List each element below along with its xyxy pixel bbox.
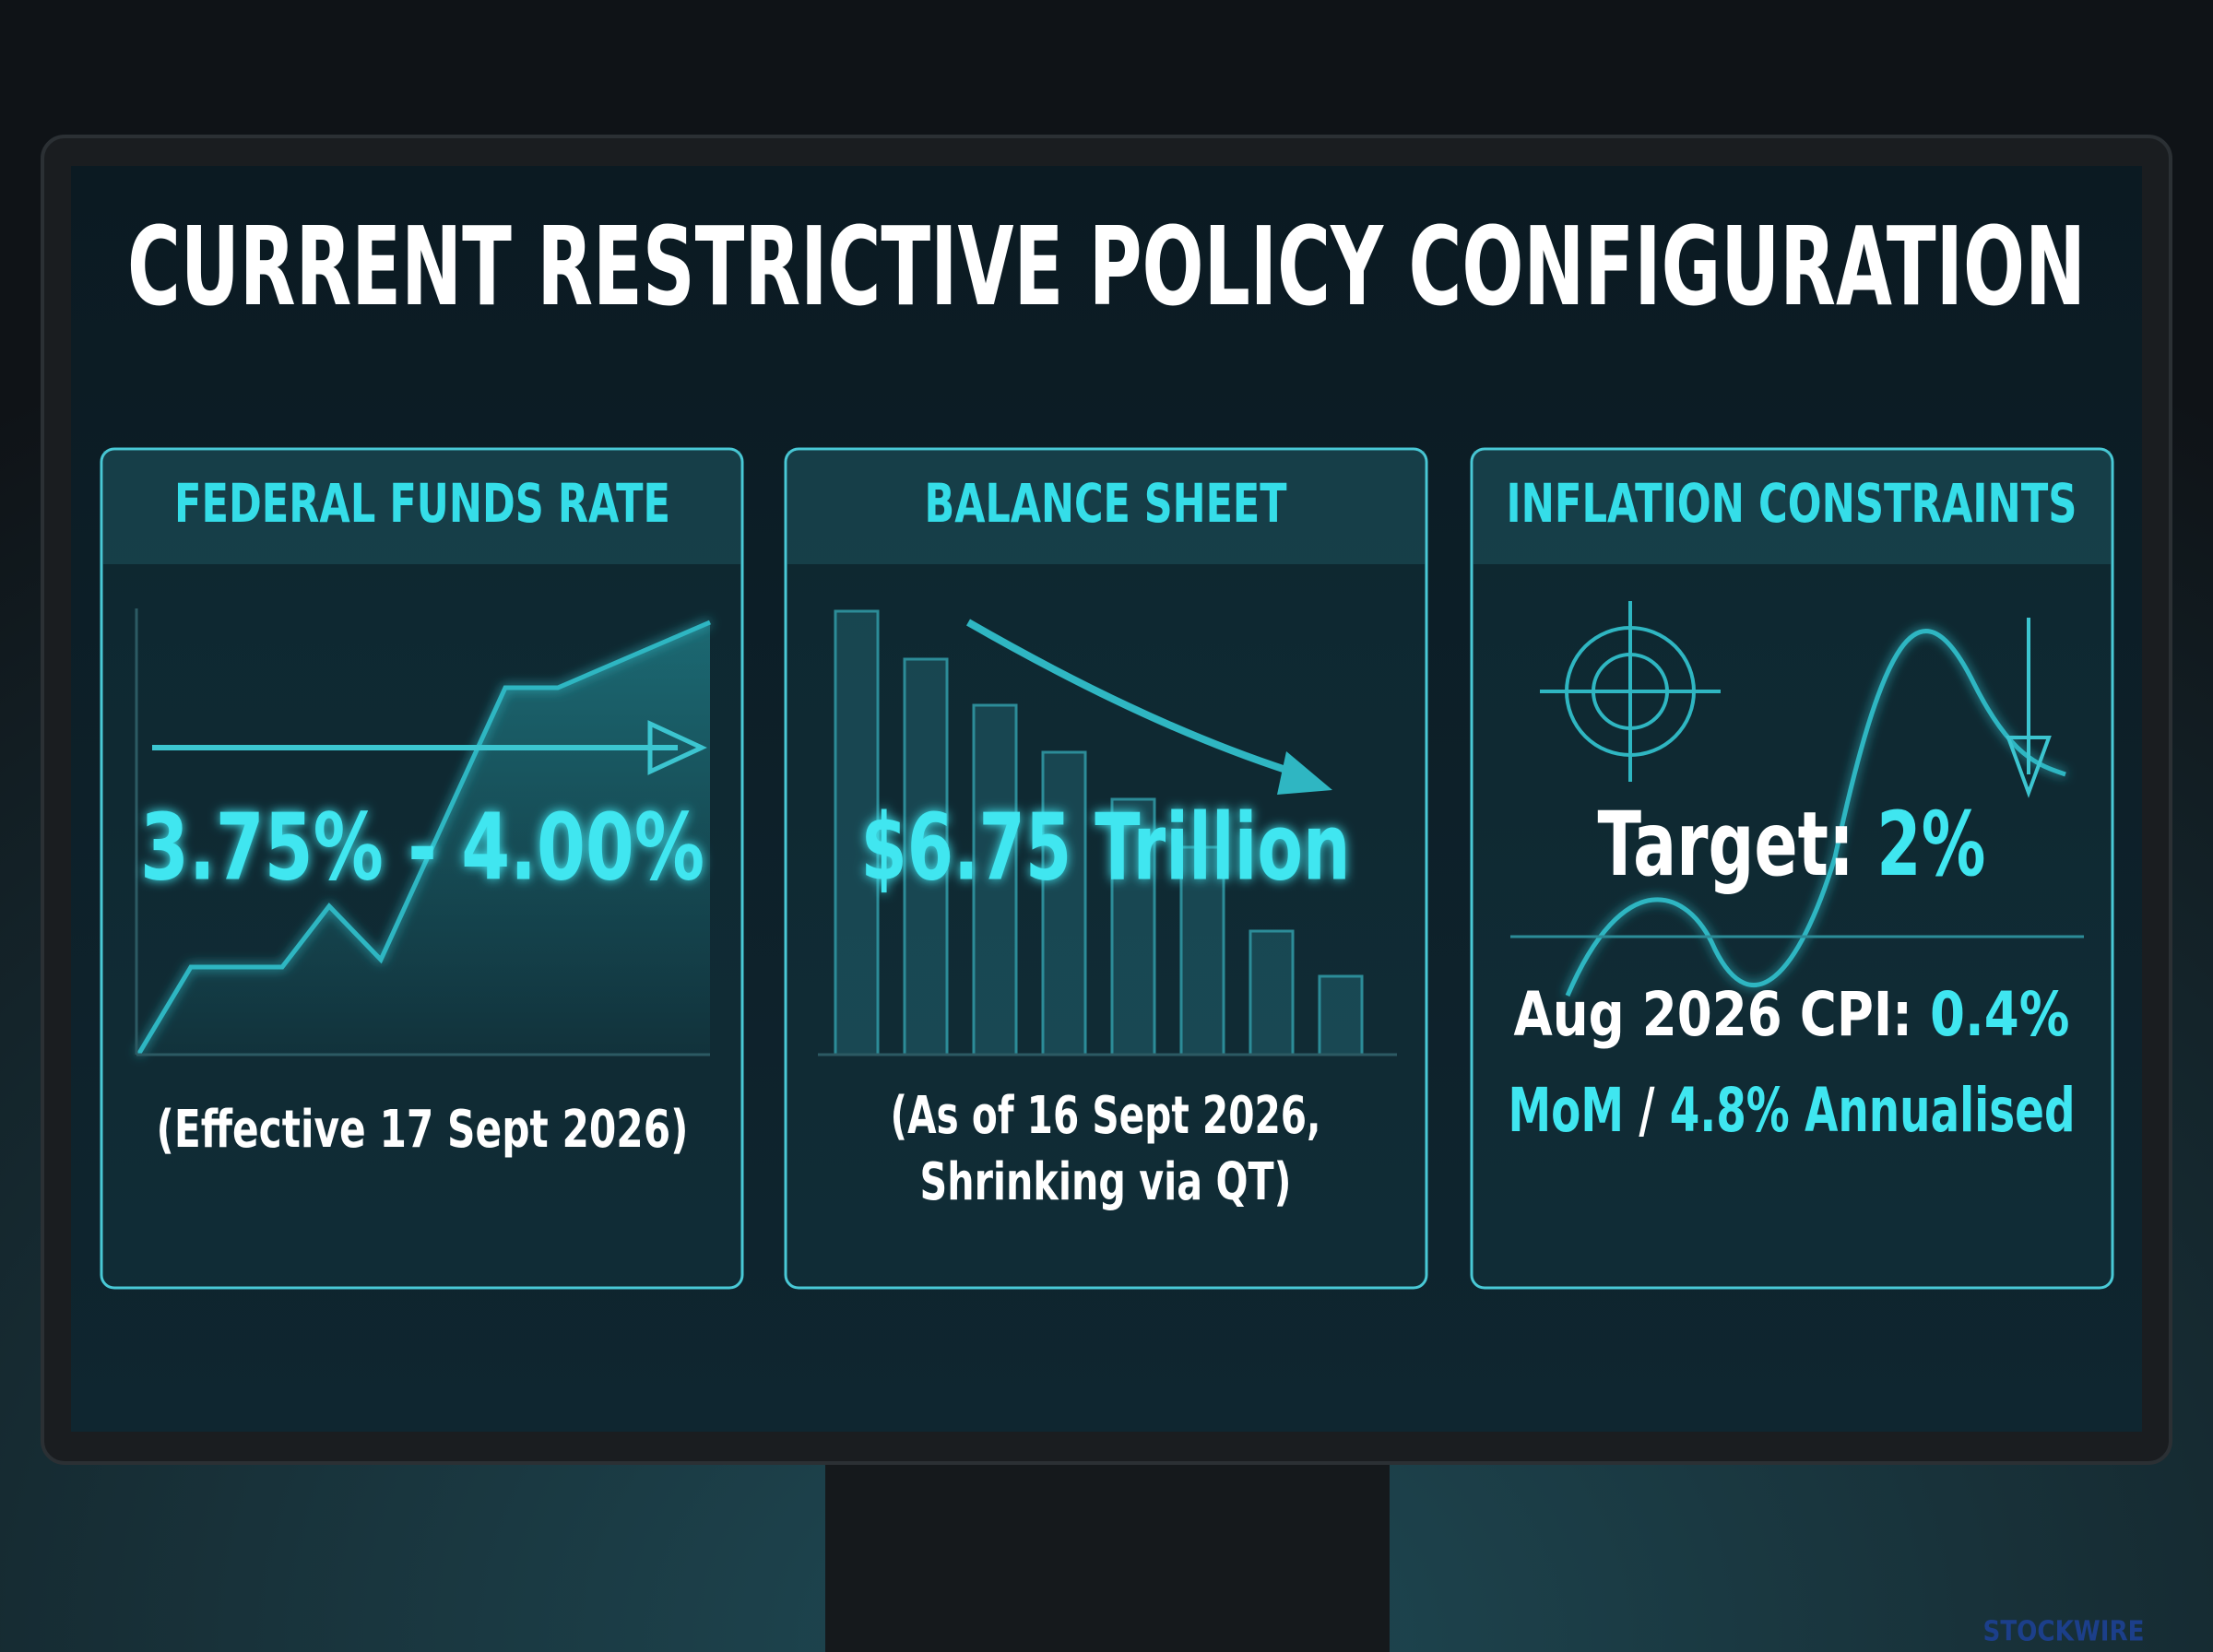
panel-header-band: [103, 451, 740, 564]
cpi-line: Aug 2026 CPI: 0.4%: [1514, 979, 2070, 1050]
balance-value: $6.75 Trillion: [861, 793, 1351, 901]
decor-line: [136, 620, 711, 1056]
cpi-separator: /: [1639, 1075, 1655, 1146]
decor-area: [138, 622, 710, 1055]
decor-arrow: [966, 619, 1302, 778]
cpi-unit: MoM: [1509, 1075, 1624, 1146]
panel-header-band: [1473, 451, 2111, 564]
target-label: Target:: [1598, 793, 1854, 896]
cpi-label: Aug 2026 CPI:: [1514, 979, 1913, 1050]
decor-arrowhead: [2006, 736, 2052, 798]
target-value: 2%: [1876, 793, 1985, 896]
panel-header: FEDERAL FUNDS RATE: [174, 472, 670, 535]
rate-note: (Effective 17 Sept 2026): [157, 1100, 689, 1160]
balance-note: Shrinking via QT): [920, 1152, 1292, 1212]
rate-panel: FEDERAL FUNDS RATE 3.75% - 4.00% (Effect…: [100, 447, 744, 1290]
monitor-screen: [71, 166, 2142, 1432]
target-line: Target: 2%: [1598, 793, 1986, 896]
panel-header: BALANCE SHEET: [925, 472, 1287, 535]
watermark: STOCKWIRE: [1983, 1616, 2145, 1648]
cpi-annualised: 4.8% Annualised: [1670, 1075, 2076, 1146]
decor-curve: [1565, 629, 2066, 997]
panel-header: INFLATION CONSTRAINTS: [1507, 472, 2077, 535]
decor-bars: [834, 609, 1364, 1056]
monitor-stand: [825, 1463, 1390, 1652]
cpi-line: MoM / 4.8% Annualised: [1509, 1075, 2076, 1146]
panel-header-band: [787, 451, 1425, 564]
balance-note: (As of 16 Sept 2026,: [891, 1086, 1321, 1146]
inflation-panel: INFLATION CONSTRAINTS Target: 2% Aug 202…: [1470, 447, 2114, 1290]
balance-panel: BALANCE SHEET $6.75 Trillion (As of 16 S…: [784, 447, 1428, 1290]
decor-target: [1540, 601, 1721, 782]
decor-arrowhead: [1277, 751, 1332, 795]
title: CURRENT RESTRICTIVE POLICY CONFIGURATION: [127, 203, 2086, 330]
rate-value: 3.75% - 4.00%: [140, 793, 704, 901]
cpi-value: 0.4%: [1930, 979, 2069, 1050]
decor-arrowhead: [647, 720, 707, 775]
